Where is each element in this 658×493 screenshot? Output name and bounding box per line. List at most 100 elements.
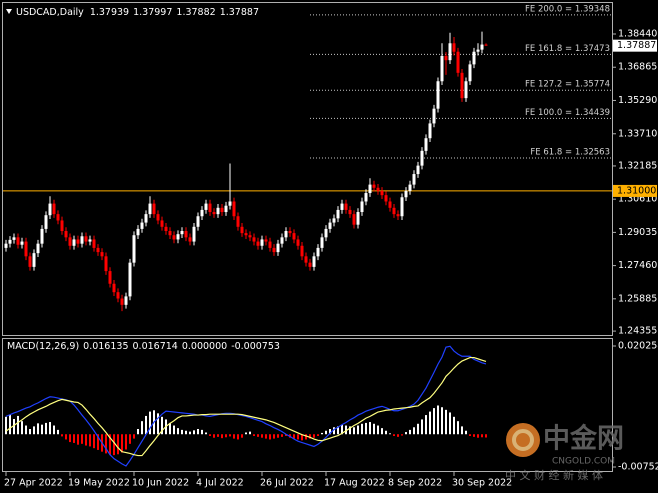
histogram-bar [121,434,123,453]
y-tick-label: 1.35290 [618,95,657,106]
candle-body [104,256,108,272]
histogram-bar [453,416,455,435]
candle-body [40,228,44,244]
histogram-bar [9,414,11,435]
watermark-logo [506,423,540,457]
header-close: 1.37887 [220,7,259,18]
y-tick-label: 1.29035 [618,227,657,238]
histogram-bar [241,434,243,438]
histogram-bar [49,422,51,435]
histogram-bar [53,425,55,435]
candle-body [172,235,176,240]
histogram-bar [425,415,427,435]
candle-body [200,209,204,217]
macd-header: MACD(12,26,9) 0.016135 0.016714 0.000000 -0.… [7,341,280,352]
current-price-box [613,39,657,52]
candle-body [344,203,348,210]
candle-body [228,201,232,206]
candle-body [464,81,468,99]
hline-price-box [613,184,657,197]
candle-body [132,235,136,263]
y-tick-label: 1.32185 [618,160,657,171]
histogram-bar [397,434,399,437]
candle-body [272,247,276,253]
histogram-bar [353,427,355,435]
histogram-bar [373,423,375,435]
candle-body [88,239,92,242]
y-tick-label: 1.33710 [618,128,657,139]
candle-body [256,241,260,246]
histogram-bar [469,434,471,436]
histogram-bar [209,434,211,436]
histogram-bar [221,434,223,439]
x-tick-label: 19 May 2022 [68,478,130,489]
histogram-bar [301,434,303,441]
histogram-bar [185,430,187,435]
candle-body [400,197,404,217]
symbol-icon [6,9,12,14]
candle-body [340,203,344,210]
candle-body [440,55,444,82]
histogram-bar [365,422,367,435]
candle-body [484,44,488,46]
header-low: 1.37882 [176,7,215,18]
candle-body [16,237,20,245]
candle-body [424,138,428,151]
candle-body [60,220,64,232]
histogram-bar [317,434,319,436]
candle-body [28,256,32,267]
y-tick-label: 1.25885 [618,293,657,304]
candle-body [352,214,356,225]
x-tick-label: 4 Jul 2022 [196,478,244,489]
histogram-bar [309,434,311,439]
candle-body [460,72,464,99]
histogram-bar [157,413,159,435]
candle-body [92,239,96,248]
histogram-bar [65,434,67,440]
histogram-bar [269,434,271,440]
histogram-bar [105,434,107,454]
histogram-bar [229,434,231,437]
histogram-bar [377,425,379,435]
candle-body [32,253,36,267]
candle-body [376,187,380,191]
candle-body [108,271,112,284]
candle-body [308,262,312,267]
candle-body [20,241,24,245]
candle-body [316,247,320,257]
x-tick-label: 17 Aug 2022 [324,478,385,489]
histogram-bar [357,425,359,435]
histogram-bar [125,434,127,450]
plot-layer: 1.38440 1.36865 1.35290 1.33710 1.32185 1.306… [3,4,658,489]
candle-body [276,243,280,253]
candle-body [436,81,440,109]
histogram-bar [381,428,383,435]
candle-body [284,231,288,238]
candle-body [216,207,220,215]
candle-body [192,226,196,242]
histogram-bar [293,434,295,439]
candle-body [472,51,476,65]
y-tick-label: 1.27460 [618,260,657,271]
histogram-bar [41,424,43,435]
histogram-bar [193,430,195,435]
fibo-level-label: FE 200.0 = 1.39348 [525,4,610,14]
x-tick-label: 27 Apr 2022 [4,478,63,489]
candle-body [144,214,148,223]
candle-body [324,228,328,238]
candle-body [412,174,416,185]
candle-body [420,150,424,166]
histogram-bar [409,429,411,435]
candle-body [220,207,224,213]
current-price-label: 1.37887 [617,40,656,51]
histogram-bar [329,429,331,435]
histogram-bar [385,430,387,435]
histogram-bar [233,434,235,439]
histogram-bar [481,434,483,438]
histogram-bar [17,415,19,435]
macd-header-value: 0.016135 [83,341,128,352]
candle-body [212,212,216,215]
candle-body [260,239,264,246]
histogram-bar [341,424,343,435]
